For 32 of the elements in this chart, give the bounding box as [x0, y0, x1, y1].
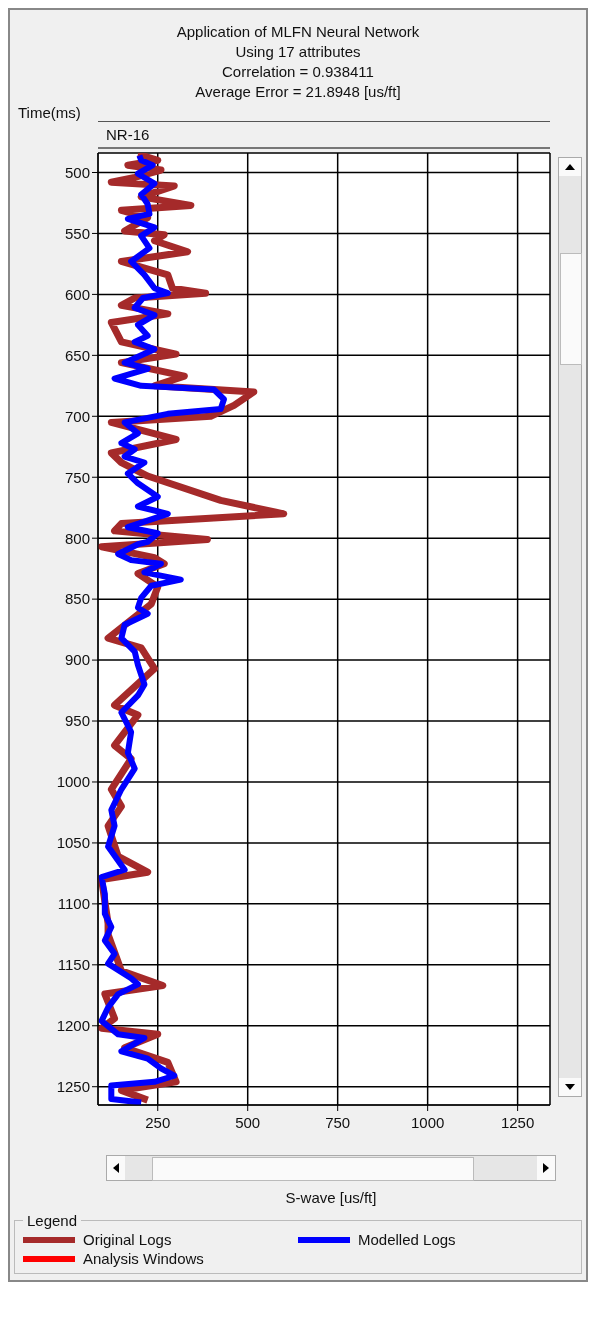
y-tick-label: 950	[64, 712, 90, 730]
y-tick-label: 750	[64, 468, 90, 486]
x-tick-label: 250	[145, 1113, 171, 1131]
y-tick-label: 1100	[57, 895, 90, 913]
y-tick-label: 850	[64, 590, 90, 608]
y-tick-label: 1000	[56, 773, 90, 791]
chart-subtitle: Using 17 attributes	[234, 42, 362, 62]
y-tick-label: 800	[64, 529, 90, 547]
text: NR-16	[98, 121, 550, 149]
text: Correlation = 0.938411	[221, 62, 375, 82]
chart-title: Application of MLFN Neural Network	[175, 22, 421, 42]
legend-label: Original Logs	[83, 1231, 172, 1248]
y-tick-label: 1200	[56, 1017, 90, 1035]
y-tick-label: 600	[64, 285, 90, 303]
legend-label: Analysis Windows	[83, 1250, 204, 1267]
legend-label: Modelled Logs	[358, 1231, 456, 1248]
y-tick-label: 650	[64, 346, 90, 364]
x-tick-label: 1000	[410, 1113, 445, 1131]
y-tick-label: 500	[64, 163, 90, 181]
y-tick-label: 1250	[56, 1078, 90, 1096]
y-tick-label: 1050	[56, 834, 90, 852]
x-axis-title: S-wave [us/ft]	[284, 1189, 378, 1206]
x-tick-label: 1250	[500, 1113, 535, 1131]
y-tick-label: 550	[64, 224, 90, 242]
legend-title: Legend	[26, 1212, 79, 1229]
y-axis-title: Time(ms)	[18, 104, 82, 121]
y-tick-label: 900	[64, 651, 90, 669]
x-tick-label: 750	[325, 1113, 351, 1131]
text: Average Error = 21.8948 [us/ft]	[194, 82, 402, 102]
y-tick-label: 1150	[57, 956, 90, 974]
y-tick-label: 700	[64, 407, 90, 425]
x-tick-label: 500	[235, 1113, 261, 1131]
